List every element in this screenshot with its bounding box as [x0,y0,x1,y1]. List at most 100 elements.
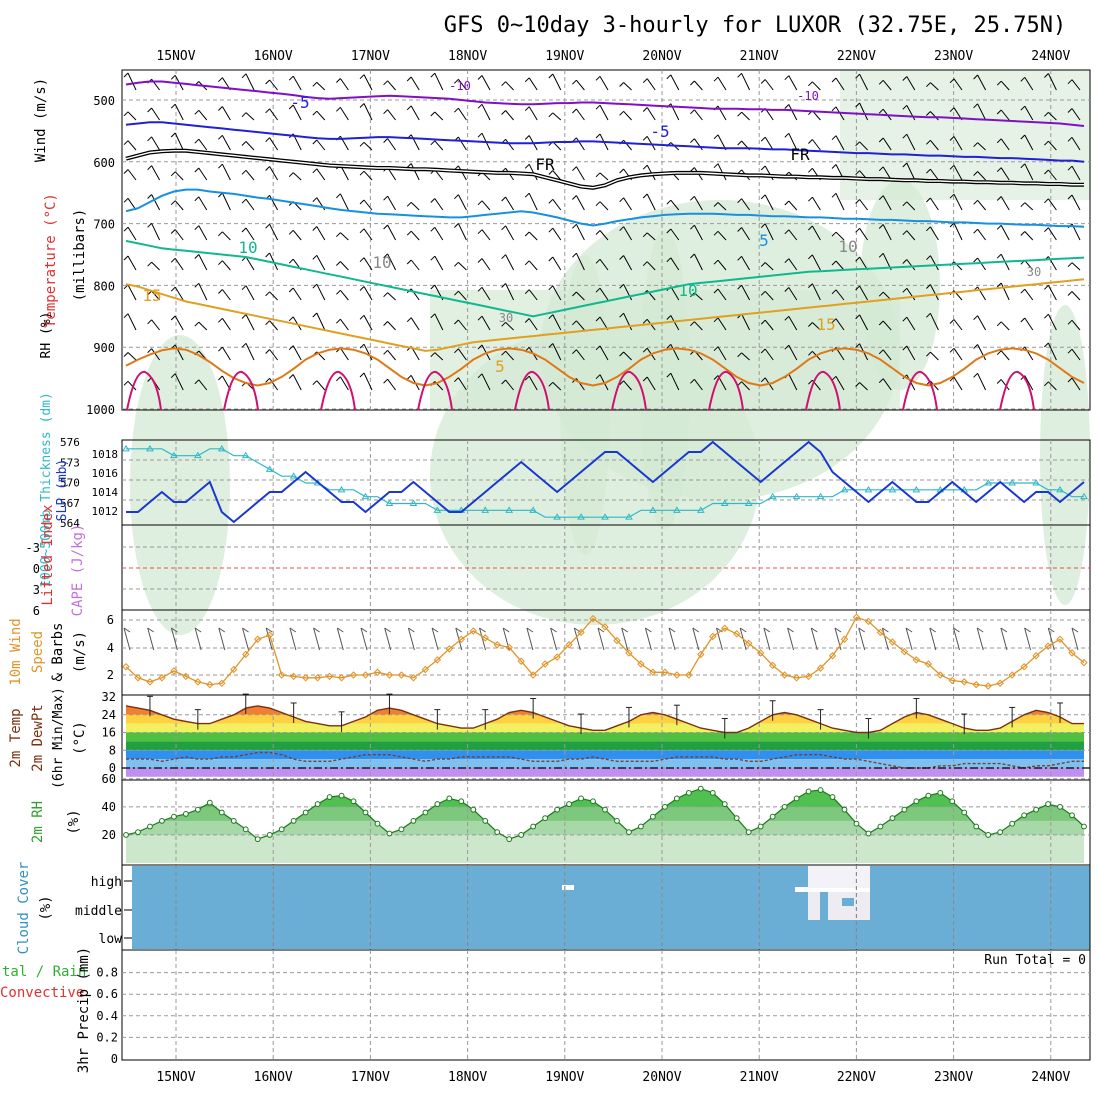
wind10-marker [709,632,717,641]
rh2m-marker [1021,812,1028,819]
wind10-marker [385,671,394,679]
rh2m-marker [182,810,189,817]
wind-barb [666,343,680,361]
wind-barb [170,257,184,271]
wind-barb [524,375,538,391]
wind-barb [194,225,208,241]
wind-barb [642,376,656,391]
wind-barb [336,106,349,121]
rh2m-marker [278,826,285,833]
wind-barb [430,198,444,211]
wind-barb [548,285,562,301]
wind-barb [902,162,916,181]
rh2m-marker [159,818,165,824]
wind-barb [595,287,609,301]
wind-barb [312,81,326,91]
thickness-marker [720,499,729,506]
wind10-barb [1024,627,1032,651]
rh2m-marker [123,832,129,838]
pressure-tick-label: 900 [93,341,115,355]
panel-frame [121,69,1091,411]
wind-barb [548,314,562,331]
thickness-marker [577,513,585,520]
temp2m-tick: 32 [102,690,116,704]
wind-barb [454,377,467,391]
rh2m-ylabel-unit: (%) [66,809,82,834]
upper-ylabel-rh: RH (%) [39,312,54,359]
rh2m-marker [1081,823,1087,830]
wind-barb [760,136,774,151]
wind-barb [713,317,727,331]
wind-barb [430,255,444,271]
rh2m-marker [985,832,992,838]
wind-barb [902,133,916,151]
date-label-top: 16NOV [254,49,293,64]
cloud-level-low: low [99,932,123,947]
wind10-marker [553,653,561,661]
wind-barb [241,198,255,211]
wind10-ylabel-3: & Barbs [50,622,66,681]
wind-barb [690,253,703,271]
wind10-marker [170,667,178,675]
wind-barb [784,104,798,121]
wind10-marker [744,639,753,648]
thickness-marker [696,506,705,513]
wind-barb [996,80,1010,91]
wind-barb [1044,313,1057,331]
wind-barb [831,192,845,211]
wind-barb [666,315,680,331]
thickness-marker [385,499,394,506]
thickness-marker [337,485,346,493]
wind-barb [926,139,939,151]
wind-barb [312,283,326,301]
wind10-barb [336,627,344,651]
wind-barb [194,321,208,331]
wind-barb [595,345,609,361]
wind-barb [713,346,727,361]
temp-color-band [126,750,1084,760]
wind-barb [713,163,727,181]
contour-25 [320,370,356,411]
rh2m-marker [781,803,788,810]
thickness-tick: 570 [60,477,80,490]
wind-barb [265,137,279,151]
wind-barb [572,223,585,241]
slp-tick: 1018 [92,448,119,461]
wind10-barb [1000,627,1008,651]
temp2m-tick: 0 [109,761,116,775]
wind10-barb [550,627,558,651]
wind-barb [288,316,302,331]
wind10-marker [673,671,681,679]
rh2m-marker [566,801,572,807]
wind-barb [406,230,420,241]
wind-barb [359,228,373,241]
wind10-barb [194,627,202,651]
wind-barb [855,285,869,301]
wind10-marker [840,635,849,643]
wind-barb [808,196,821,211]
wind-barb [288,172,302,181]
wind-barb [595,104,609,121]
wind-barb [359,103,373,121]
wind-barb [454,261,467,271]
rh-shading [1040,305,1090,605]
wind10-barb [597,627,605,651]
wind-barb [477,258,491,271]
wind-barb [1044,381,1057,391]
temp-color-band [126,705,1084,715]
wind-barb [312,110,326,121]
wind-barb [619,351,632,361]
wind10-marker [421,665,430,674]
wind-barb [996,350,1010,361]
wind-barb [642,78,656,91]
wind-barb [1020,317,1034,331]
rh2m-marker [506,836,513,843]
slp-line [126,440,1085,524]
wind-barb [1044,198,1057,211]
wind-barb [194,196,208,211]
wind10-marker [804,672,813,681]
wind10-barb [502,627,510,651]
wind-barb [572,252,585,271]
rh-fill-band [126,834,1084,863]
rh2m-marker [374,820,381,827]
